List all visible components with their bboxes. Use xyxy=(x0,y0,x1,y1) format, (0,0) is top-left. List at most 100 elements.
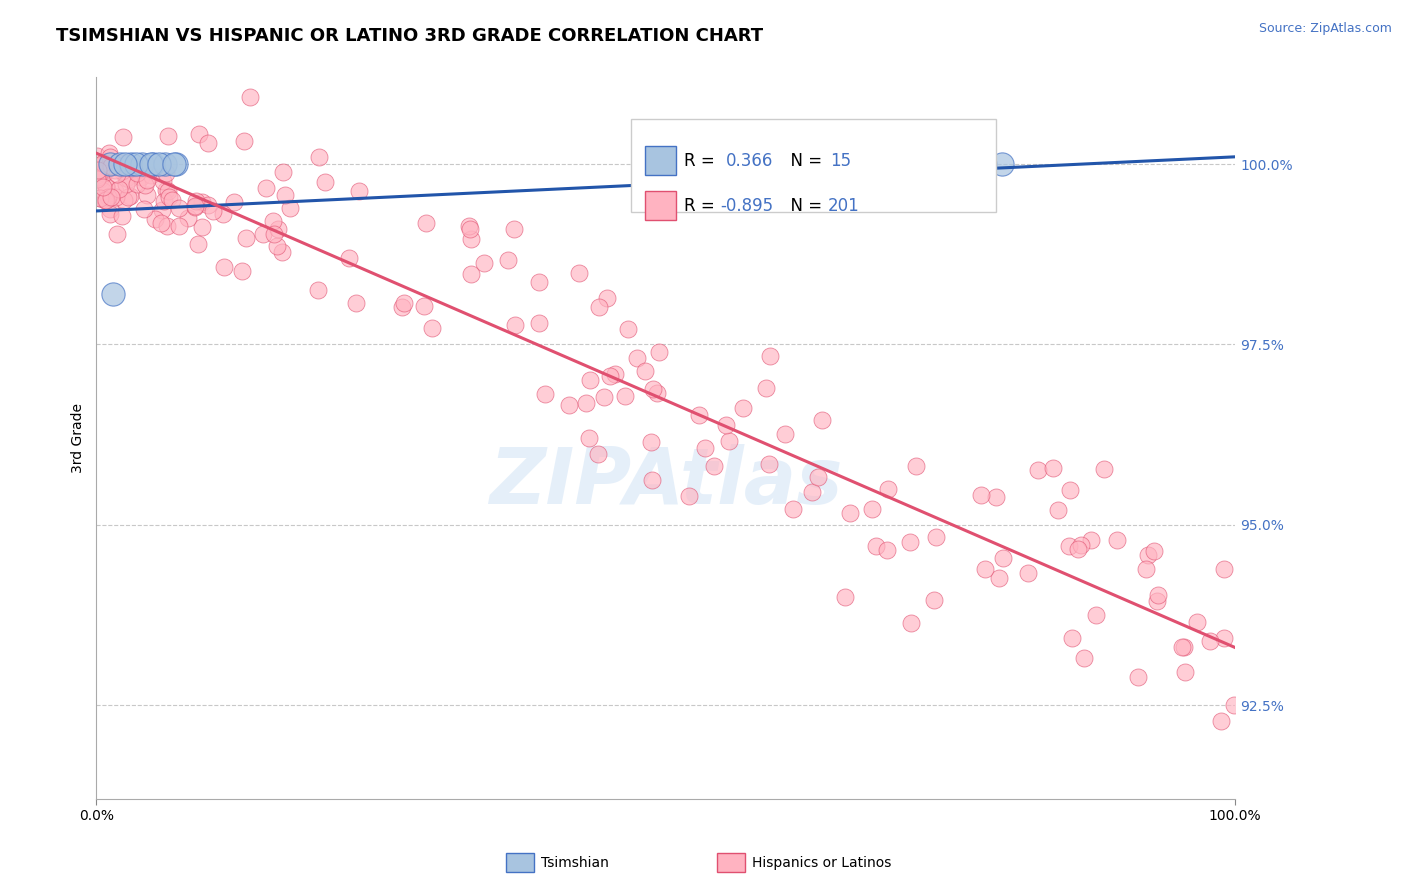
Point xyxy=(974,561,997,575)
Point xyxy=(153,194,176,208)
Point xyxy=(460,232,482,246)
Point xyxy=(108,182,131,196)
Point xyxy=(1107,533,1129,548)
Point xyxy=(190,220,212,235)
Point xyxy=(534,387,557,401)
Point xyxy=(688,409,710,423)
Point xyxy=(271,165,294,179)
Point xyxy=(990,157,1012,171)
Point xyxy=(142,157,165,171)
Point xyxy=(568,266,591,280)
Text: Tsimshian: Tsimshian xyxy=(541,855,609,870)
Point xyxy=(640,473,662,487)
Text: Hispanics or Latinos: Hispanics or Latinos xyxy=(752,855,891,870)
Point xyxy=(89,158,111,172)
Point xyxy=(1080,533,1102,548)
Point xyxy=(1212,632,1234,646)
Point xyxy=(86,172,108,186)
Point xyxy=(197,136,219,150)
Point xyxy=(678,489,700,503)
Point xyxy=(98,157,121,171)
Text: Source: ZipAtlas.com: Source: ZipAtlas.com xyxy=(1258,22,1392,36)
Point xyxy=(239,90,262,104)
Point xyxy=(111,210,134,224)
Point xyxy=(474,256,496,270)
Point xyxy=(1073,650,1095,665)
Point xyxy=(135,187,157,202)
Point xyxy=(1084,608,1107,623)
Point xyxy=(100,190,122,204)
Point xyxy=(586,446,609,460)
Point xyxy=(1223,698,1246,712)
Text: TSIMSHIAN VS HISPANIC OR LATINO 3RD GRADE CORRELATION CHART: TSIMSHIAN VS HISPANIC OR LATINO 3RD GRAD… xyxy=(56,27,763,45)
Point xyxy=(1171,640,1194,655)
Point xyxy=(155,166,177,180)
Point xyxy=(578,373,600,387)
Point xyxy=(1135,562,1157,576)
Text: ZIPAtlas: ZIPAtlas xyxy=(489,443,842,519)
Point xyxy=(167,201,190,215)
Point xyxy=(231,264,253,278)
Point xyxy=(114,157,136,171)
Point xyxy=(502,221,524,235)
Point xyxy=(588,300,610,314)
Point xyxy=(118,188,141,202)
Point xyxy=(1017,566,1039,581)
Point xyxy=(1126,669,1149,683)
Point xyxy=(100,159,122,173)
Point xyxy=(153,157,176,171)
Point xyxy=(110,157,132,171)
Point xyxy=(1199,634,1222,648)
Text: R =: R = xyxy=(685,196,720,215)
Point xyxy=(139,168,162,182)
Point xyxy=(115,171,138,186)
Point xyxy=(165,157,187,171)
Point xyxy=(527,316,550,330)
Point xyxy=(993,550,1015,565)
Point xyxy=(86,168,108,182)
Point xyxy=(110,155,132,169)
Point xyxy=(733,401,755,415)
Point xyxy=(86,161,108,176)
Point xyxy=(800,484,823,499)
Point xyxy=(347,184,370,198)
Point xyxy=(1174,665,1197,680)
Point xyxy=(125,166,148,180)
Point xyxy=(143,212,166,227)
Point xyxy=(98,207,121,221)
Point xyxy=(811,413,834,427)
Point xyxy=(184,199,207,213)
Point xyxy=(233,134,256,148)
Point xyxy=(104,184,127,198)
Point xyxy=(1212,562,1234,576)
Point xyxy=(131,157,153,171)
Point xyxy=(877,482,900,496)
Point xyxy=(703,459,725,474)
Point xyxy=(222,194,245,209)
Point xyxy=(94,194,117,208)
Point xyxy=(157,190,180,204)
Point xyxy=(91,179,114,194)
Point xyxy=(184,200,207,214)
Point xyxy=(262,214,284,228)
Point xyxy=(186,194,208,209)
Point xyxy=(988,571,1011,585)
Point xyxy=(391,300,413,314)
Text: R =: R = xyxy=(685,152,725,170)
Point xyxy=(1211,714,1233,729)
Point xyxy=(924,592,946,607)
Point xyxy=(87,170,110,185)
Point xyxy=(235,230,257,244)
Point xyxy=(162,194,184,208)
Point xyxy=(773,427,796,442)
Point xyxy=(1059,483,1081,498)
Point xyxy=(314,175,336,189)
Text: 0.366: 0.366 xyxy=(727,152,773,170)
Point xyxy=(89,191,111,205)
Point xyxy=(120,157,142,171)
Point xyxy=(148,157,170,171)
Text: -0.895: -0.895 xyxy=(721,196,773,215)
Point xyxy=(89,191,111,205)
Point xyxy=(117,172,139,186)
Point xyxy=(197,198,219,212)
